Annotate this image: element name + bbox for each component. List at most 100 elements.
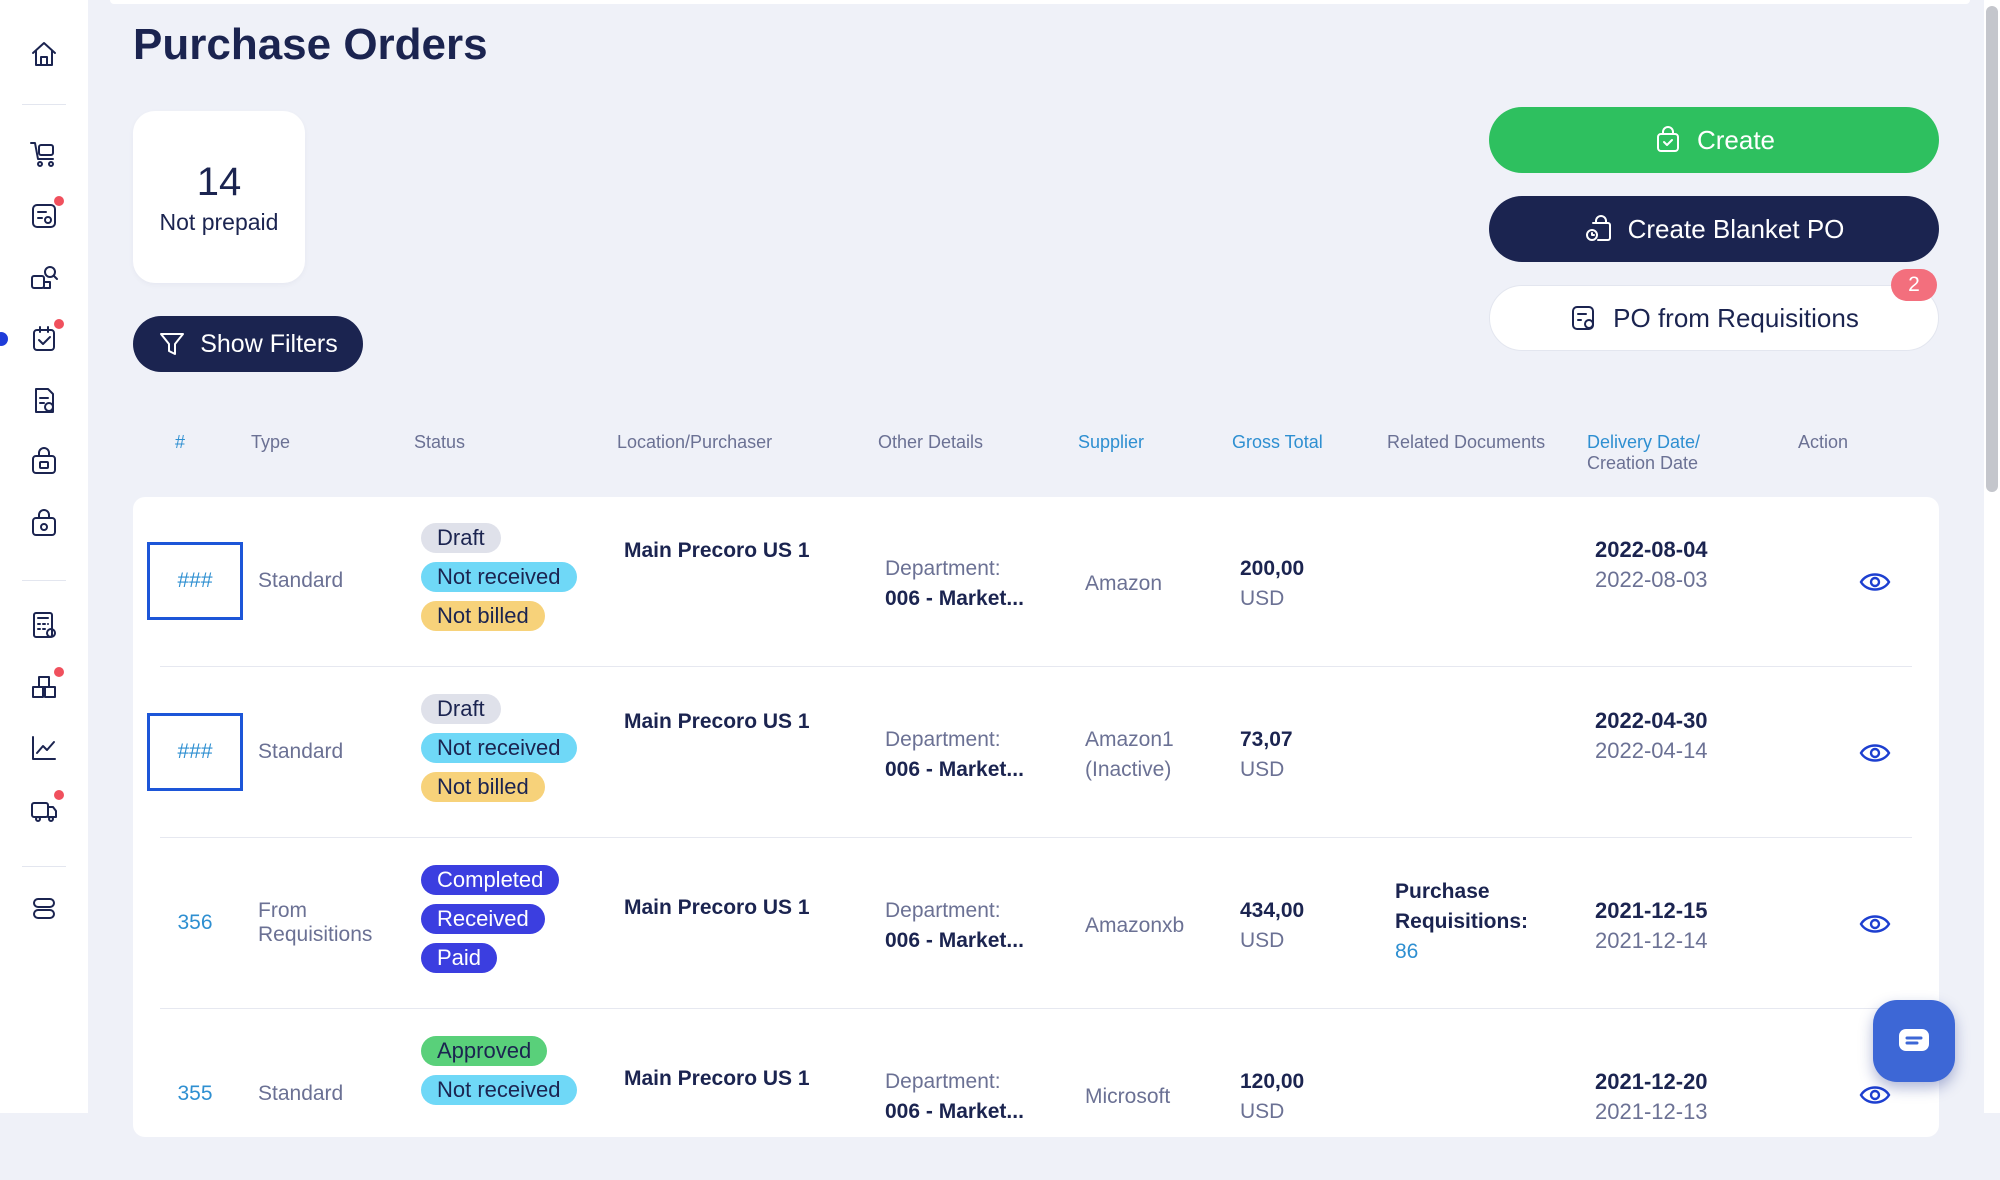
view-eye-icon[interactable]	[1859, 911, 1891, 937]
sidebar-divider	[22, 104, 66, 105]
status-badge: Completed	[421, 865, 560, 895]
column-header-delivery-date[interactable]: Delivery Date/ Creation Date	[1587, 432, 1700, 474]
dates: 2021-12-20 2021-12-13	[1595, 1067, 1715, 1127]
home-icon[interactable]	[26, 36, 62, 72]
status-badges: Completed Received Paid	[421, 865, 560, 973]
chat-icon[interactable]	[1873, 1000, 1955, 1082]
page-title: Purchase Orders	[133, 20, 488, 69]
other-details-value: 006 - Market...	[885, 1100, 1024, 1123]
other-details-value: 006 - Market...	[885, 587, 1024, 610]
po-from-requisitions-button[interactable]: PO from Requisitions	[1489, 285, 1939, 351]
other-details: Department: 006 - Market...	[885, 725, 1024, 785]
other-details-value: 006 - Market...	[885, 758, 1024, 781]
gross-total-currency: USD	[1240, 1100, 1285, 1123]
not-prepaid-card[interactable]: 14 Not prepaid	[133, 111, 305, 283]
other-details: Department: 006 - Market...	[885, 1067, 1024, 1127]
filter-icon	[160, 333, 185, 355]
catalog-icon[interactable]	[26, 260, 62, 296]
delivery-date: 2022-08-04	[1595, 537, 1708, 562]
creation-date: 2022-04-14	[1595, 738, 1708, 763]
supplier-name: Amazon1 (Inactive)	[1085, 728, 1174, 781]
scrollbar-thumb[interactable]	[1986, 6, 1998, 492]
active-item-marker	[0, 332, 8, 346]
gross-total-currency: USD	[1240, 758, 1285, 781]
notification-dot	[54, 319, 64, 329]
creation-date: 2021-12-14	[1595, 928, 1708, 953]
view-eye-icon[interactable]	[1859, 569, 1891, 595]
column-header-gross-total[interactable]: Gross Total	[1232, 432, 1323, 452]
po-number-link[interactable]: ###	[147, 713, 243, 791]
status-badge: Not billed	[421, 772, 545, 802]
show-filters-label: Show Filters	[200, 329, 338, 358]
chart-icon[interactable]	[26, 730, 62, 766]
creation-date: 2022-08-03	[1595, 567, 1708, 592]
location-purchaser: Main Precoro US 1	[624, 539, 810, 562]
po-type: From Requisitions	[258, 899, 373, 946]
column-header-status: Status	[414, 432, 466, 452]
view-eye-icon[interactable]	[1859, 1082, 1891, 1108]
delivery-icon[interactable]	[26, 790, 64, 828]
other-details-label: Department:	[885, 557, 1001, 580]
notification-dot	[54, 196, 64, 206]
status-badge: Approved	[421, 1036, 548, 1066]
column-header-other-details: Other Details	[878, 432, 984, 452]
status-badge: Not received	[421, 1075, 577, 1105]
bag-icon[interactable]	[26, 444, 62, 480]
gross-total-currency: USD	[1240, 587, 1285, 610]
delivery-date: 2021-12-15	[1595, 898, 1708, 923]
po-type: Standard	[258, 740, 344, 763]
po-type: Standard	[258, 569, 344, 592]
bag-lock-icon[interactable]	[26, 506, 62, 542]
show-filters-button[interactable]: Show Filters	[133, 316, 363, 372]
view-eye-icon[interactable]	[1859, 740, 1891, 766]
po-type: Standard	[258, 1082, 344, 1105]
dates: 2021-12-15 2021-12-14	[1595, 896, 1715, 956]
gross-total-currency: USD	[1240, 929, 1285, 952]
gross-total: 200,00 USD	[1240, 554, 1304, 614]
po-number-link[interactable]: ###	[147, 542, 243, 620]
create-blanket-po-label: Create Blanket PO	[1627, 213, 1845, 244]
supplier-name: Amazonxb	[1085, 914, 1185, 937]
column-header-supplier[interactable]: Supplier	[1078, 432, 1145, 452]
budget-icon[interactable]	[26, 607, 62, 643]
other-details-value: 006 - Market...	[885, 929, 1024, 952]
cart-icon[interactable]	[26, 136, 62, 172]
table-row[interactable]: ### Standard Draft Not received Not bill…	[133, 668, 1939, 838]
requisition-icon[interactable]	[26, 196, 64, 234]
column-header-type: Type	[251, 432, 291, 452]
table-row[interactable]: ### Standard Draft Not received Not bill…	[133, 497, 1939, 667]
delivery-date: 2021-12-20	[1595, 1069, 1708, 1094]
related-requisition-link[interactable]: 86	[1395, 940, 1419, 963]
gross-total-amount: 73,07	[1240, 728, 1293, 751]
gross-total-amount: 120,00	[1240, 1070, 1305, 1093]
location-purchaser: Main Precoro US 1	[624, 1067, 810, 1090]
table-row[interactable]: 356 From Requisitions Completed Received…	[133, 839, 1939, 1009]
po-number-link[interactable]: 355	[177, 1082, 213, 1105]
row-divider	[160, 1008, 1912, 1009]
status-badges: Draft Not received Not billed	[421, 694, 577, 802]
invoice-icon[interactable]	[26, 383, 62, 419]
location-purchaser: Main Precoro US 1	[624, 710, 810, 733]
other-details-label: Department:	[885, 1070, 1001, 1093]
order-icon[interactable]	[26, 319, 64, 357]
column-header-number[interactable]: #	[175, 432, 186, 452]
status-badge: Draft	[421, 523, 501, 553]
location-purchaser: Main Precoro US 1	[624, 896, 810, 919]
delivery-date-label: Delivery Date/	[1587, 432, 1701, 452]
create-button[interactable]: Create	[1489, 107, 1939, 173]
other-details: Department: 006 - Market...	[885, 554, 1024, 614]
related-documents: Purchase Requisitions: 86	[1395, 877, 1545, 967]
create-blanket-po-button[interactable]: Create Blanket PO	[1489, 196, 1939, 262]
gross-total: 120,00 USD	[1240, 1067, 1304, 1127]
other-details-label: Department:	[885, 899, 1001, 922]
bag-check-icon	[1656, 126, 1679, 152]
settings-icon[interactable]	[26, 890, 62, 926]
warehouse-icon[interactable]	[26, 667, 64, 705]
sidebar-divider	[22, 580, 66, 581]
table-row[interactable]: 355 Standard Approved Not received Main …	[133, 1010, 1939, 1180]
notification-dot	[54, 667, 64, 677]
stat-label: Not prepaid	[159, 208, 279, 235]
po-number-link[interactable]: 356	[177, 911, 213, 934]
status-badges: Draft Not received Not billed	[421, 523, 577, 631]
stat-count: 14	[196, 159, 242, 204]
